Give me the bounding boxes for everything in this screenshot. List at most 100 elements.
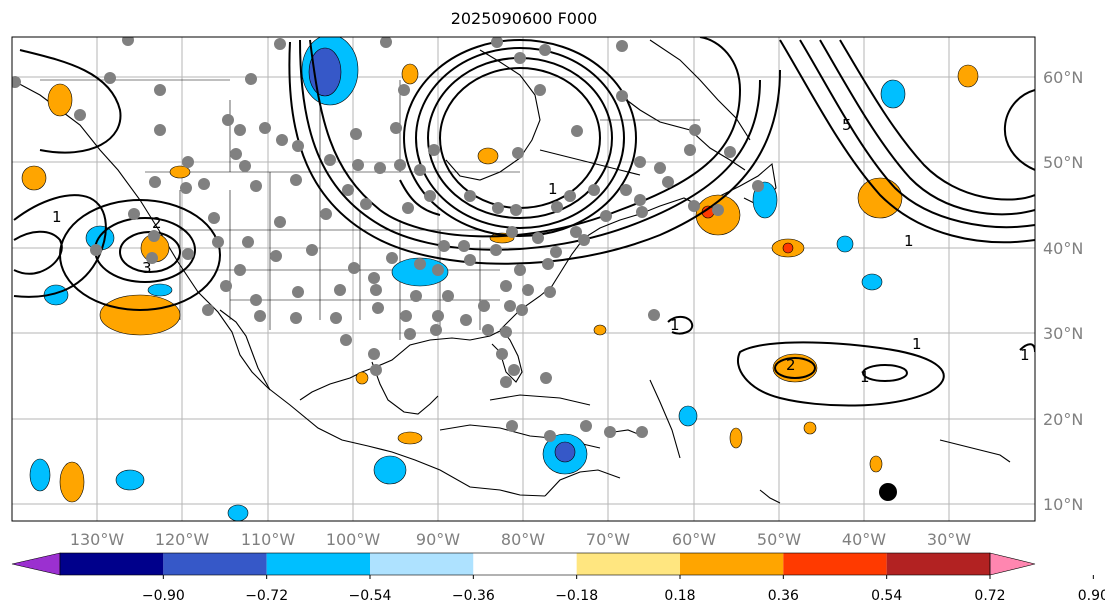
colorbar-segment bbox=[576, 553, 680, 575]
station-dot bbox=[90, 244, 102, 256]
station-dot bbox=[230, 148, 242, 160]
coastlines bbox=[12, 39, 1011, 504]
station-dot bbox=[522, 284, 534, 296]
colorbar-tick-label: −0.18 bbox=[555, 588, 598, 604]
station-dot bbox=[424, 190, 436, 202]
station-dot bbox=[386, 252, 398, 264]
station-dot bbox=[508, 364, 520, 376]
latitude-label: 50°N bbox=[1043, 153, 1083, 172]
station-dot bbox=[182, 156, 194, 168]
station-dot bbox=[442, 290, 454, 302]
station-dot bbox=[506, 420, 518, 432]
contour-label-group: 1 2 3 1 5 1 1 1 2 1 1 bbox=[52, 116, 1030, 386]
station-dot bbox=[394, 159, 406, 171]
longitude-label: 120°W bbox=[155, 530, 210, 549]
station-dot bbox=[500, 280, 512, 292]
latitude-label: 40°N bbox=[1043, 239, 1083, 258]
station-dot bbox=[490, 244, 502, 256]
station-dot bbox=[432, 310, 444, 322]
station-dot bbox=[438, 240, 450, 252]
longitude-labels: 130°W 120°W 110°W 100°W 90°W 80°W 70°W 60°W 50°W… bbox=[70, 530, 971, 549]
colorbar-tick-label: −0.54 bbox=[349, 588, 392, 604]
station-dot bbox=[122, 37, 134, 46]
longitude-label: 90°W bbox=[416, 530, 460, 549]
station-dot bbox=[148, 230, 160, 242]
station-dot bbox=[239, 160, 251, 172]
station-dot bbox=[414, 164, 426, 176]
station-dot bbox=[402, 202, 414, 214]
station-dot bbox=[544, 430, 556, 442]
station-dot bbox=[539, 44, 551, 56]
station-dot bbox=[198, 178, 210, 190]
station-dot bbox=[634, 194, 646, 206]
station-dot bbox=[202, 304, 214, 316]
colorbar-segment bbox=[163, 553, 267, 575]
contour-label: 2 bbox=[786, 356, 796, 374]
station-dot bbox=[398, 84, 410, 96]
station-dot bbox=[360, 198, 372, 210]
longitude-label: 50°W bbox=[757, 530, 801, 549]
station-dot bbox=[634, 156, 646, 168]
station-dot bbox=[154, 124, 166, 136]
station-dot bbox=[154, 84, 166, 96]
station-dot bbox=[306, 244, 318, 256]
station-dot bbox=[250, 180, 262, 192]
station-dot bbox=[340, 334, 352, 346]
station-dot bbox=[504, 300, 516, 312]
station-dot bbox=[368, 348, 380, 360]
station-dot bbox=[234, 124, 246, 136]
latitude-label: 20°N bbox=[1043, 410, 1083, 429]
colorbar-tick-label: 0.18 bbox=[664, 588, 695, 604]
station-dot bbox=[514, 52, 526, 64]
station-dot bbox=[570, 226, 582, 238]
station-dot bbox=[12, 76, 21, 88]
station-dot bbox=[654, 162, 666, 174]
colorbar-tick-label: 0.36 bbox=[768, 588, 799, 604]
colorbar-segment bbox=[680, 553, 784, 575]
station-dot bbox=[464, 190, 476, 202]
station-dot bbox=[390, 122, 402, 134]
station-dot bbox=[370, 284, 382, 296]
station-dot bbox=[404, 328, 416, 340]
station-dot bbox=[752, 180, 764, 192]
latitude-label: 30°N bbox=[1043, 324, 1083, 343]
station-dot bbox=[636, 426, 648, 438]
longitude-label: 100°W bbox=[326, 530, 381, 549]
contour-label: 3 bbox=[142, 259, 152, 277]
station-dot bbox=[580, 420, 592, 432]
station-dot bbox=[274, 38, 286, 50]
station-dot bbox=[620, 184, 632, 196]
station-dot bbox=[274, 216, 286, 228]
station-dot bbox=[212, 236, 224, 248]
colorbar-tick-label: 0.72 bbox=[974, 588, 1005, 604]
station-dot bbox=[464, 254, 476, 266]
station-dot bbox=[482, 324, 494, 336]
station-dot bbox=[410, 290, 422, 302]
colorbar-segment bbox=[886, 553, 990, 575]
station-dot bbox=[550, 246, 562, 258]
station-dot bbox=[370, 364, 382, 376]
station-dot bbox=[500, 326, 512, 338]
station-markers bbox=[12, 37, 764, 442]
longitude-label: 80°W bbox=[501, 530, 545, 549]
station-dot bbox=[496, 348, 508, 360]
colorbar-segment bbox=[473, 553, 577, 575]
station-dot bbox=[180, 182, 192, 194]
station-dot bbox=[222, 114, 234, 126]
station-dot bbox=[320, 208, 332, 220]
longitude-label: 30°W bbox=[927, 530, 971, 549]
station-dot bbox=[104, 72, 116, 84]
contour-label: 1 bbox=[670, 316, 680, 334]
longitude-label: 110°W bbox=[241, 530, 296, 549]
station-dot bbox=[564, 190, 576, 202]
contour-label: 1 bbox=[52, 208, 62, 226]
station-dot bbox=[430, 324, 442, 336]
station-dot bbox=[74, 109, 86, 121]
latitude-label: 10°N bbox=[1043, 495, 1083, 514]
station-dot bbox=[588, 184, 600, 196]
station-dot bbox=[516, 304, 528, 316]
station-dot bbox=[290, 312, 302, 324]
station-dot bbox=[724, 146, 736, 158]
station-dot bbox=[350, 128, 362, 140]
